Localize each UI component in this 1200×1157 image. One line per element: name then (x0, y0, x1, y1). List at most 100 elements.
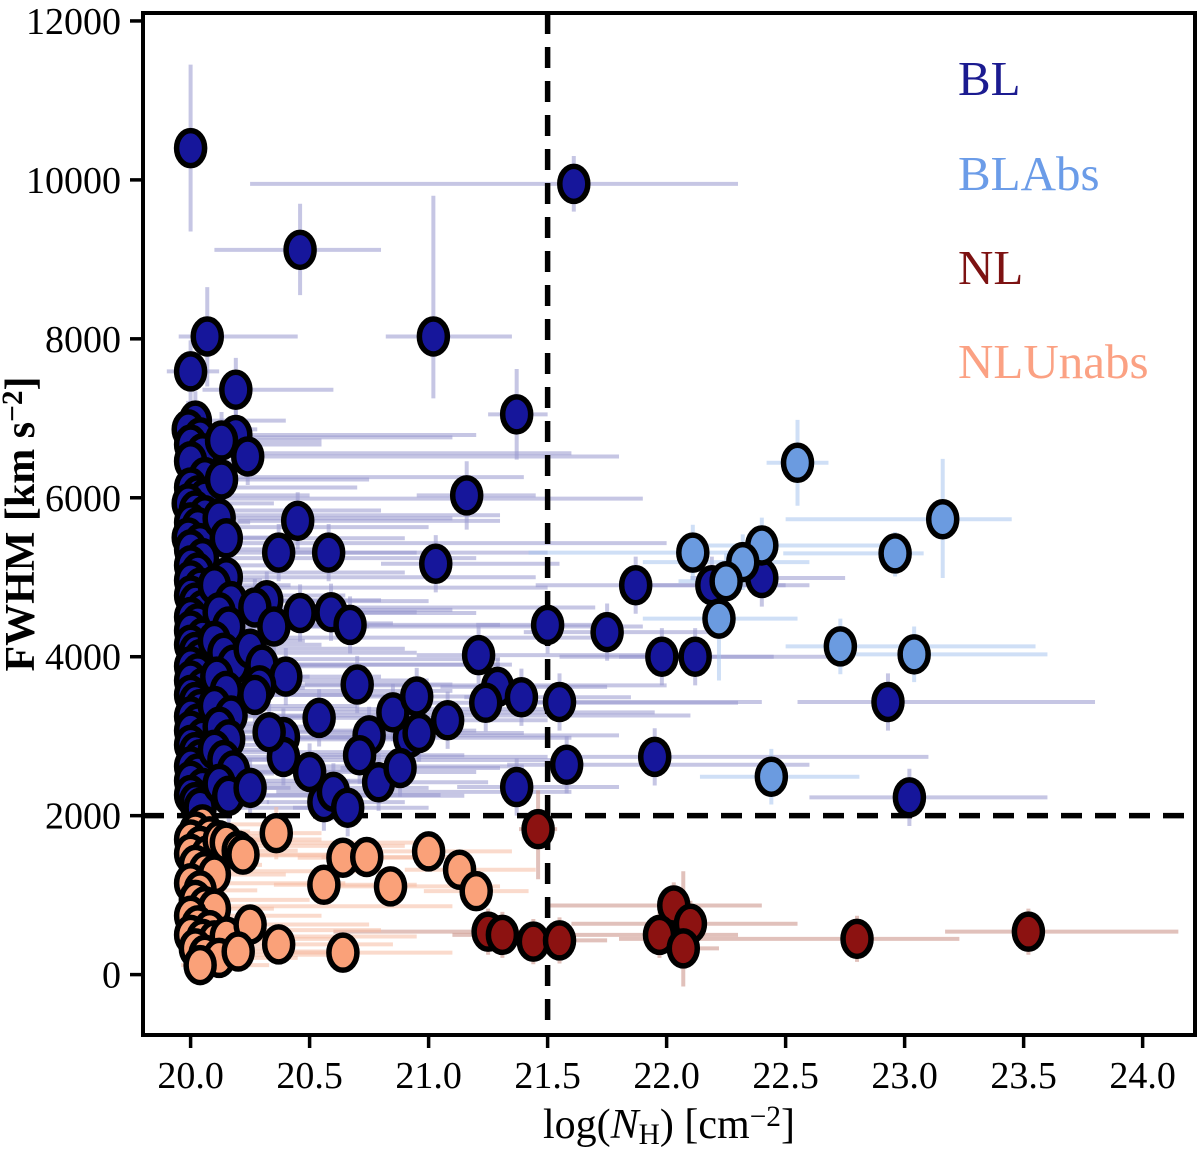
data-point-nl (542, 920, 577, 961)
data-point-bl (618, 564, 653, 606)
data-point-bl (342, 735, 377, 776)
data-point-nlunabs (307, 864, 341, 906)
chart-legend: BL BLAbs NL NLUnabs (958, 51, 1149, 389)
data-point-bl (311, 532, 346, 573)
legend-item-bl: BL (958, 51, 1021, 106)
data-point-bl (173, 127, 208, 169)
data-point-nlunabs (373, 866, 408, 907)
data-point-nl (666, 928, 701, 969)
x-axis-label: log(NH) [cm−2] (543, 1101, 795, 1151)
error-bars-layer (166, 64, 1179, 987)
plot-frame (141, 11, 1197, 1037)
data-point-nl (485, 914, 520, 956)
y-axis-label: FWHM [km s−2] (0, 376, 44, 671)
legend-item-blabs: BLAbs (958, 146, 1100, 201)
x-tick-label: 21.0 (395, 1055, 462, 1097)
x-tick-label: 20.0 (157, 1055, 224, 1097)
x-tick-label: 20.5 (276, 1055, 343, 1097)
data-point-bl (416, 316, 451, 357)
y-tick-label: 10000 (26, 160, 121, 202)
data-point-bl (252, 711, 286, 753)
data-point-bl (430, 700, 465, 741)
data-point-nlunabs (349, 836, 384, 878)
y-tick-label: 4000 (45, 637, 121, 679)
data-point-nlunabs (226, 834, 260, 875)
data-point-bl (549, 744, 584, 786)
x-tick-label: 22.0 (633, 1055, 700, 1097)
x-tick-label: 24.0 (1109, 1055, 1176, 1097)
data-point-bl (637, 736, 672, 778)
legend-item-nl: NL (958, 240, 1023, 295)
data-point-bl (678, 636, 712, 677)
data-point-blabs (897, 634, 931, 675)
data-point-bl (402, 712, 436, 754)
data-point-bl (449, 475, 484, 516)
data-point-nlunabs (259, 812, 294, 854)
data-point-bl (204, 459, 239, 500)
data-point-bl (871, 681, 905, 723)
data-point-bl (590, 611, 624, 653)
data-point-bl (219, 369, 253, 410)
data-point-bl (530, 604, 565, 646)
data-point-blabs (823, 626, 858, 667)
data-point-blabs (676, 532, 710, 573)
y-tick-label: 0 (102, 955, 121, 997)
data-point-bl (557, 163, 591, 205)
data-point-bl (173, 351, 208, 392)
x-tick-label: 23.5 (990, 1055, 1057, 1097)
data-point-bl (330, 787, 365, 828)
data-point-bl (283, 229, 317, 271)
data-point-bl (542, 681, 577, 723)
data-point-bl (302, 697, 336, 739)
data-point-bl (333, 604, 367, 646)
data-point-bl (383, 747, 417, 789)
data-point-nl (1011, 911, 1046, 952)
data-point-blabs (754, 756, 789, 797)
y-tick-label: 2000 (45, 796, 121, 838)
data-point-bl (892, 777, 927, 818)
data-point-bl (204, 420, 239, 461)
data-point-bl (419, 543, 453, 584)
data-point-bl (233, 767, 267, 809)
data-point-nlunabs (183, 944, 217, 986)
data-point-nl (521, 808, 555, 850)
data-point-bl (645, 636, 679, 677)
y-tick-label: 8000 (45, 319, 121, 361)
data-point-bl (280, 500, 315, 542)
data-point-bl (238, 674, 272, 716)
legend-item-nlunabs: NLUnabs (958, 334, 1149, 389)
data-point-nlunabs (411, 831, 446, 872)
data-point-blabs (709, 560, 743, 602)
data-point-nlunabs (326, 932, 360, 973)
data-point-nlunabs (261, 924, 296, 965)
data-point-blabs (780, 442, 815, 484)
data-point-bl (190, 316, 225, 357)
data-points-layer (171, 127, 1046, 986)
data-point-bl (499, 766, 534, 808)
data-point-bl (340, 664, 374, 705)
data-point-bl (504, 676, 539, 718)
y-tick-label: 6000 (45, 478, 121, 520)
data-point-nl (840, 918, 874, 960)
data-point-blabs (925, 498, 960, 540)
data-point-bl (461, 634, 496, 676)
y-tick-label: 12000 (26, 1, 121, 43)
x-tick-label: 21.5 (514, 1055, 581, 1097)
data-point-nlunabs (459, 870, 493, 912)
data-point-nlunabs (221, 931, 255, 972)
data-point-blabs (878, 533, 912, 574)
data-point-bl (209, 518, 244, 559)
data-point-bl (261, 532, 296, 573)
data-point-bl (230, 436, 265, 477)
data-point-bl (499, 394, 534, 435)
data-point-bl (257, 606, 291, 647)
data-point-blabs (702, 598, 736, 639)
data-point-bl (468, 682, 503, 724)
x-tick-label: 23.0 (871, 1055, 938, 1097)
data-point-bl (292, 751, 327, 793)
data-point-bl (399, 676, 434, 717)
x-tick-label: 22.5 (752, 1055, 819, 1097)
